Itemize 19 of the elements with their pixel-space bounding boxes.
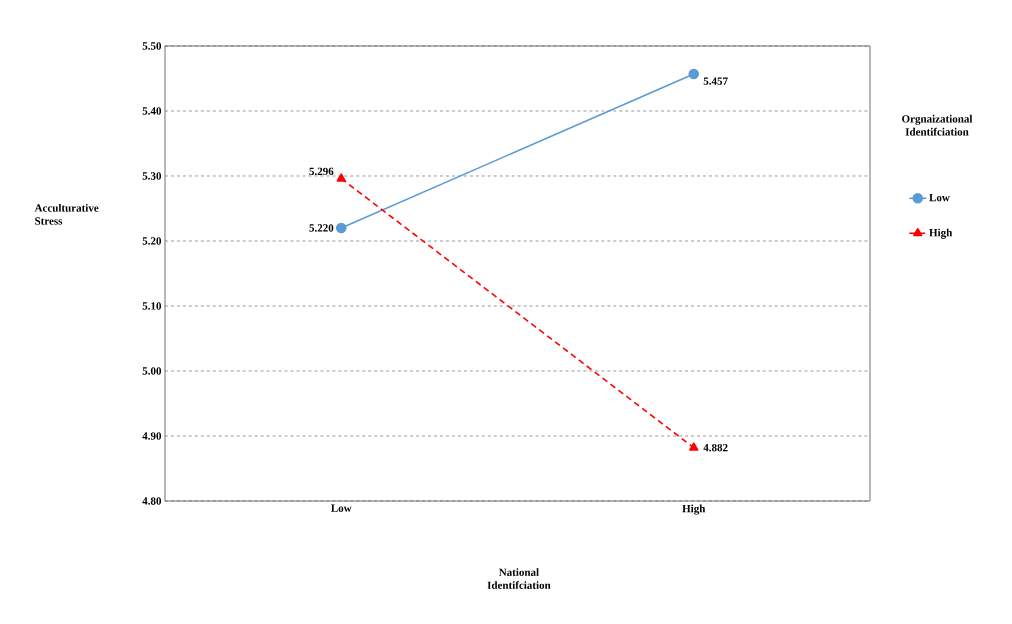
data-label: 5.220 (309, 224, 334, 232)
data-label: 4.882 (703, 443, 728, 452)
legend-label: High (929, 228, 953, 239)
y-tick-label: 4.90 (142, 432, 162, 440)
y-tick-label: 5.20 (142, 237, 162, 245)
y-tick-label: 5.40 (142, 107, 162, 115)
y-tick-label: 5.10 (142, 302, 162, 310)
point (335, 222, 347, 234)
y-tick-label: 5.00 (142, 367, 162, 375)
y-tick-label: 5.50 (142, 42, 162, 50)
data-label: 5.296 (309, 167, 334, 176)
y-tick-label: 4.80 (142, 497, 162, 505)
data-label: 5.457 (703, 77, 728, 85)
legend-title: Orgnaizational Identifciation (902, 114, 973, 136)
y-tick-label: 5.30 (142, 172, 162, 180)
legend-label: Low (929, 193, 950, 202)
x-axis-title: National Identifciation (487, 568, 551, 589)
point (688, 68, 700, 80)
y-axis-title: Acculturative Stress (34, 203, 99, 225)
